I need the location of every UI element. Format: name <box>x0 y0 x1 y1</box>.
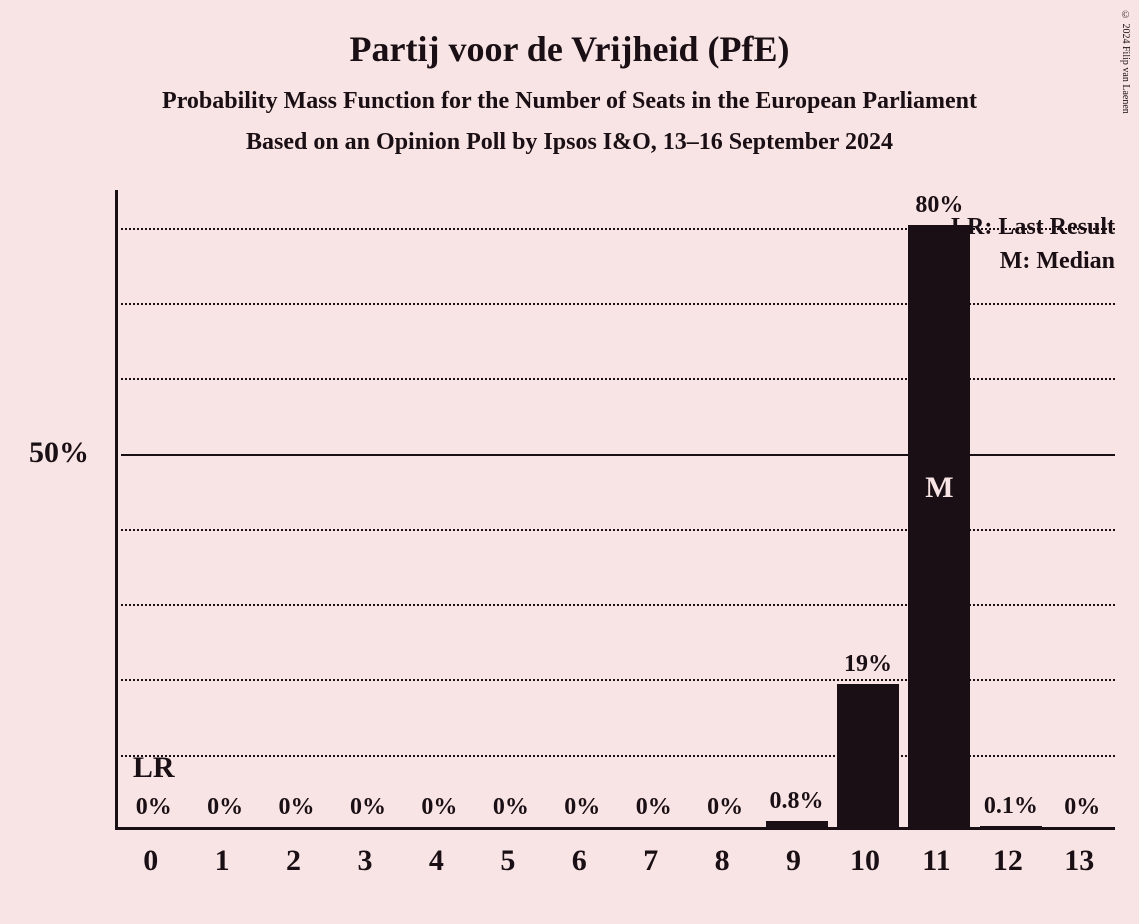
bar-slot: 0% <box>618 187 689 827</box>
x-axis-tick-label: 3 <box>329 844 400 878</box>
chart-subtitle-2: Based on an Opinion Poll by Ipsos I&O, 1… <box>0 115 1139 156</box>
chart-title: Partij voor de Vrijheid (PfE) <box>0 0 1139 70</box>
bar-value-label: 0% <box>564 794 600 821</box>
bar-value-label: 0% <box>636 794 672 821</box>
chart-plot: 0%LR0%0%0%0%0%0%0%0%0.8%19%80%M0.1%0% <box>115 190 1115 830</box>
bar-value-label: 0% <box>493 794 529 821</box>
gridline-dotted <box>121 378 1115 380</box>
median-marker: M <box>925 471 953 505</box>
bar-value-label: 0% <box>207 794 243 821</box>
x-axis-tick-label: 10 <box>829 844 900 878</box>
bar-slot: 0% <box>189 187 260 827</box>
x-axis-tick-label: 12 <box>972 844 1043 878</box>
x-axis-tick-label: 9 <box>758 844 829 878</box>
copyright-text: © 2024 Filip van Laenen <box>1120 10 1131 114</box>
gridline-solid <box>121 454 1115 456</box>
bar-value-label: 0.8% <box>770 788 824 815</box>
bar-value-label: 0% <box>136 794 172 821</box>
x-axis-tick-label: 8 <box>686 844 757 878</box>
bar-slot: 0% <box>689 187 760 827</box>
bar-slot: 0% <box>332 187 403 827</box>
bar-slot: 0% <box>1047 187 1118 827</box>
bar-slot: 0.1% <box>975 187 1046 827</box>
bar-slot: 0%LR <box>118 187 189 827</box>
x-axis-tick-label: 1 <box>186 844 257 878</box>
gridline-dotted <box>121 755 1115 757</box>
y-axis-label-50: 50% <box>29 436 89 470</box>
bar-slot: 0% <box>261 187 332 827</box>
bar-slot: 0% <box>475 187 546 827</box>
bar-value-label: 0% <box>1064 794 1100 821</box>
chart-subtitle-1: Probability Mass Function for the Number… <box>0 70 1139 115</box>
x-axis-tick-label: 2 <box>258 844 329 878</box>
chart-area: 0%LR0%0%0%0%0%0%0%0%0.8%19%80%M0.1%0% 50… <box>115 190 1115 830</box>
legend-last-result: LR: Last Result <box>951 214 1115 241</box>
x-axis-tick-label: 7 <box>615 844 686 878</box>
legend-median: M: Median <box>1000 248 1115 275</box>
bar-value-label: 19% <box>844 651 892 678</box>
bar-slot: 19% <box>832 187 903 827</box>
x-axis-tick-label: 4 <box>401 844 472 878</box>
bar-value-label: 0.1% <box>984 793 1038 820</box>
bars-container: 0%LR0%0%0%0%0%0%0%0%0.8%19%80%M0.1%0% <box>118 190 1115 827</box>
bar-slot: 80%M <box>904 187 975 827</box>
bar <box>980 826 1042 827</box>
gridline-dotted <box>121 303 1115 305</box>
bar-slot: 0% <box>547 187 618 827</box>
x-axis-tick-label: 5 <box>472 844 543 878</box>
bar-slot: 0% <box>404 187 475 827</box>
x-axis-tick-label: 0 <box>115 844 186 878</box>
x-axis-tick-label: 13 <box>1044 844 1115 878</box>
bar-slot: 0.8% <box>761 187 832 827</box>
gridline-dotted <box>121 529 1115 531</box>
bar-value-label: 0% <box>707 794 743 821</box>
gridline-dotted <box>121 679 1115 681</box>
x-axis-tick-label: 6 <box>544 844 615 878</box>
bar-value-label: 0% <box>350 794 386 821</box>
bar <box>908 225 970 827</box>
bar-value-label: 0% <box>421 794 457 821</box>
bar <box>766 821 828 827</box>
gridline-dotted <box>121 604 1115 606</box>
bar-value-label: 0% <box>279 794 315 821</box>
x-axis-tick-label: 11 <box>901 844 972 878</box>
